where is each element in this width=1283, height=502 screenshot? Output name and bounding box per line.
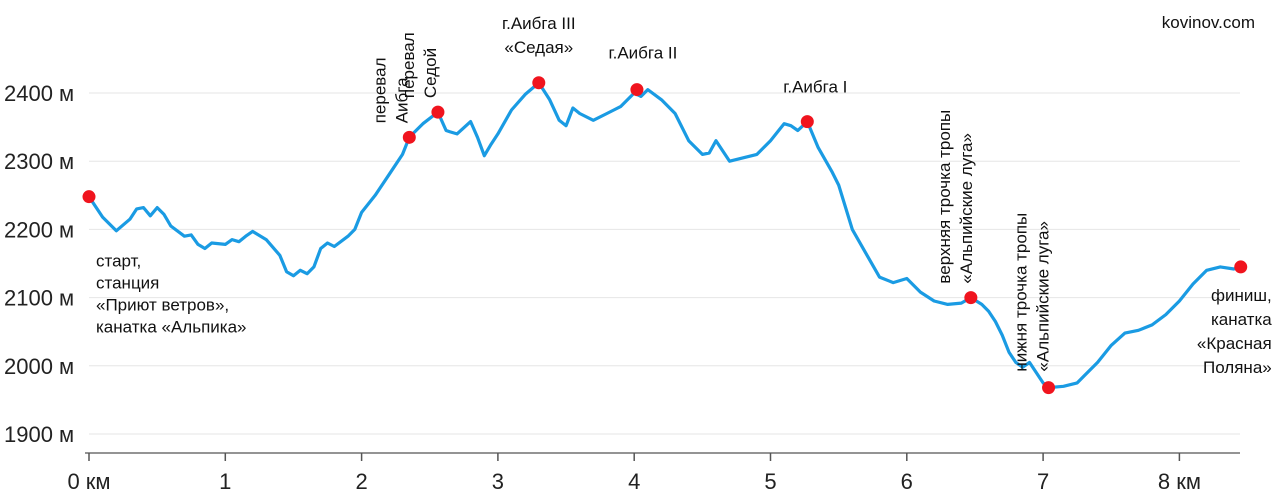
- x-axis: [85, 452, 1240, 461]
- x-tick-label-5: 5: [764, 469, 776, 494]
- waypoint-labels: старт, станция «Приют ветров», канатка «Аль…: [96, 14, 1272, 377]
- waypoint-label-8: финиш, канатка «Красная Поляна»: [1197, 286, 1272, 377]
- y-tick-label-2100: 2100 м: [4, 286, 74, 311]
- credit-text: kovinov.com: [1162, 13, 1255, 32]
- x-tick-label-4: 4: [628, 469, 640, 494]
- waypoint-label-line: «Альпийские луга»: [1034, 221, 1053, 372]
- y-tick-label-2300: 2300 м: [4, 149, 74, 174]
- waypoint-label-7: нижня трочка тропы «Альпийские луга»: [1012, 213, 1053, 372]
- waypoint-label-6: верхняя трочка тропы «Альпийские луга»: [935, 110, 976, 284]
- waypoint-label-line: «Седая»: [504, 38, 573, 57]
- waypoint-label-line: старт,: [96, 252, 141, 271]
- waypoints: [82, 76, 1248, 395]
- waypoint-label-line: г.Аибга III: [502, 14, 576, 33]
- waypoint-marker-3: [532, 76, 546, 90]
- x-tick-label-7: 7: [1037, 469, 1049, 494]
- waypoint-marker-2: [431, 105, 445, 119]
- waypoint-marker-8: [1234, 260, 1248, 274]
- waypoint-label-line: канатка «Альпика»: [96, 318, 247, 337]
- waypoint-label-line: перевал: [399, 32, 418, 98]
- y-tick-label-2200: 2200 м: [4, 217, 74, 242]
- waypoint-label-line: нижня трочка тропы: [1012, 213, 1031, 372]
- y-axis-tick-labels: 1900 м 2000 м 2100 м 2200 м 2300 м 2400 м: [4, 81, 74, 447]
- waypoint-label-line: «Красная: [1197, 334, 1272, 353]
- waypoint-label-3: г.Аибга III «Седая»: [502, 14, 576, 57]
- waypoint-marker-1: [402, 130, 416, 144]
- waypoint-label-line: г.Аибга I: [783, 78, 847, 97]
- waypoint-label-line: перевал: [370, 58, 389, 124]
- y-tick-label-2000: 2000 м: [4, 354, 74, 379]
- waypoint-label-line: финиш,: [1211, 286, 1272, 305]
- x-axis-tick-labels: 0 км 1 2 3 4 5 6 7 8 км: [67, 469, 1201, 494]
- waypoint-marker-6: [964, 291, 978, 305]
- waypoint-marker-7: [1042, 381, 1056, 395]
- waypoint-label-4: г.Аибга II: [608, 44, 677, 63]
- waypoint-label-5: г.Аибга I: [783, 78, 847, 97]
- elevation-profile: [87, 81, 1243, 390]
- y-tick-label-1900: 1900 м: [4, 422, 74, 447]
- y-tick-label-2400: 2400 м: [4, 81, 74, 106]
- waypoint-label-line: г.Аибга II: [608, 44, 677, 63]
- x-tick-label-0: 0 км: [67, 469, 110, 494]
- waypoint-marker-0: [82, 190, 96, 204]
- waypoint-marker-4: [630, 83, 644, 97]
- waypoint-marker-5: [800, 115, 814, 129]
- waypoint-label-0: старт, станция «Приют ветров», канатка «Аль…: [96, 252, 247, 337]
- elevation-line-0: [87, 81, 1243, 390]
- x-tick-label-8: 8 км: [1158, 469, 1201, 494]
- grid-lines: [89, 92, 1240, 435]
- waypoint-label-line: станция: [96, 274, 159, 293]
- waypoint-label-2: перевал Седой: [399, 32, 440, 98]
- waypoint-label-line: «Приют ветров»,: [96, 296, 229, 315]
- x-tick-label-1: 1: [219, 469, 231, 494]
- waypoint-label-line: «Альпийские луга»: [957, 133, 976, 284]
- x-tick-label-6: 6: [901, 469, 913, 494]
- waypoint-label-line: Поляна»: [1203, 358, 1272, 377]
- x-tick-label-3: 3: [492, 469, 504, 494]
- waypoint-label-line: Седой: [421, 48, 440, 98]
- x-tick-label-2: 2: [355, 469, 367, 494]
- waypoint-label-line: Аибга: [392, 77, 411, 123]
- waypoint-label-line: канатка: [1211, 310, 1272, 329]
- waypoint-label-line: верхняя трочка тропы: [935, 110, 954, 284]
- waypoint-label-1: перевал Аибга: [370, 58, 411, 124]
